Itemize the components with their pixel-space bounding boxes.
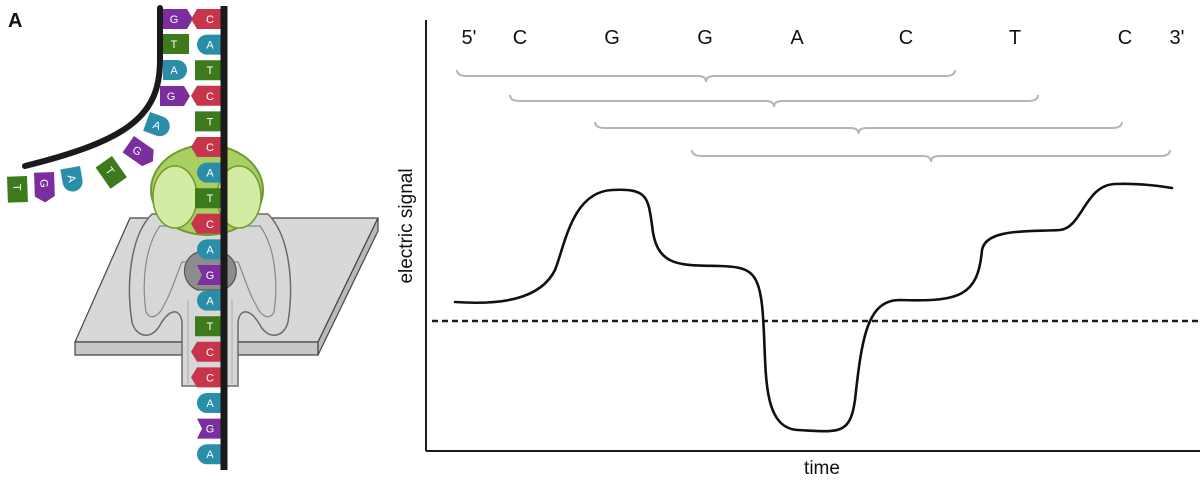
svg-text:A: A bbox=[151, 119, 163, 133]
sequence-labels: 5' C G G A C T C 3' bbox=[462, 27, 1185, 49]
base-t-right-5: T bbox=[195, 111, 221, 132]
base-c-right-6: C bbox=[191, 137, 221, 157]
base-a-right-2: A bbox=[197, 34, 221, 55]
sequence-label-3: G bbox=[604, 27, 620, 49]
electric-signal-trace bbox=[453, 182, 1174, 433]
x-axis-label: time bbox=[804, 458, 840, 479]
base-a-right-10: A bbox=[197, 239, 221, 260]
svg-text:C: C bbox=[206, 91, 214, 103]
svg-text:A: A bbox=[206, 244, 214, 256]
svg-text:A: A bbox=[206, 398, 214, 410]
base-c-right-14: C bbox=[191, 341, 221, 362]
svg-text:G: G bbox=[37, 179, 49, 188]
base-t-left-7: T bbox=[95, 156, 127, 189]
svg-text:T: T bbox=[207, 65, 214, 77]
svg-text:A: A bbox=[170, 65, 178, 77]
sequence-label-2: C bbox=[513, 27, 527, 49]
base-c-right-9: C bbox=[191, 213, 221, 234]
base-g-right-17: G bbox=[197, 418, 221, 439]
base-g-right-11: G bbox=[197, 265, 221, 285]
base-t-right-8: T bbox=[195, 188, 221, 209]
sequence-label-9: 3' bbox=[1170, 27, 1185, 49]
sequence-label-4: G bbox=[697, 27, 713, 49]
base-a-left-8: A bbox=[60, 166, 83, 192]
base-a-left-3: A bbox=[163, 60, 187, 80]
kmer-bracket-2 bbox=[509, 94, 1039, 108]
svg-text:T: T bbox=[207, 321, 214, 333]
svg-text:T: T bbox=[171, 39, 178, 51]
kmer-bracket-4 bbox=[691, 149, 1171, 163]
sequence-label-6: C bbox=[899, 27, 913, 49]
base-c-right-1: C bbox=[191, 9, 221, 29]
base-a-right-18: A bbox=[197, 444, 221, 465]
base-t-left-2: T bbox=[163, 34, 189, 54]
base-t-right-3: T bbox=[195, 60, 221, 81]
base-c-right-15: C bbox=[191, 367, 221, 388]
svg-text:T: T bbox=[10, 184, 22, 191]
base-a-left-5: A bbox=[143, 112, 170, 137]
base-a-right-7: A bbox=[197, 162, 221, 183]
base-g-left-9: G bbox=[34, 172, 55, 203]
base-g-left-6: G bbox=[122, 136, 154, 167]
kmer-bracket-1 bbox=[456, 69, 956, 83]
right-strand-bases: C A T C T C A T C A G A T C C A G A bbox=[191, 9, 221, 465]
svg-text:C: C bbox=[206, 347, 214, 359]
base-g-left-4: G bbox=[160, 86, 190, 106]
svg-text:A: A bbox=[206, 449, 214, 461]
dna-backbone-left bbox=[22, 5, 163, 169]
svg-text:A: A bbox=[206, 168, 214, 180]
base-a-right-16: A bbox=[197, 393, 221, 413]
svg-text:C: C bbox=[206, 372, 214, 384]
sequence-label-7: T bbox=[1009, 27, 1021, 49]
svg-text:A: A bbox=[206, 296, 214, 308]
svg-text:T: T bbox=[207, 116, 214, 128]
svg-text:G: G bbox=[206, 270, 215, 282]
sequence-label-8: C bbox=[1118, 27, 1132, 49]
svg-text:G: G bbox=[170, 14, 179, 26]
base-t-left-10: T bbox=[7, 176, 28, 203]
svg-text:G: G bbox=[206, 424, 215, 436]
svg-text:G: G bbox=[167, 91, 176, 103]
svg-text:C: C bbox=[206, 142, 214, 154]
y-axis-label: electric signal bbox=[396, 168, 417, 283]
kmer-bracket-3 bbox=[594, 121, 1123, 135]
svg-text:A: A bbox=[206, 40, 214, 52]
sequence-label-5: A bbox=[790, 27, 804, 49]
base-t-right-13: T bbox=[195, 316, 221, 337]
base-g-left-1: G bbox=[163, 9, 193, 29]
kmer-brackets bbox=[456, 69, 1171, 163]
base-c-right-4: C bbox=[191, 85, 221, 106]
svg-text:A: A bbox=[65, 174, 78, 184]
svg-text:T: T bbox=[207, 193, 214, 205]
svg-text:C: C bbox=[206, 219, 214, 231]
base-a-right-12: A bbox=[197, 290, 221, 311]
panel-label: A bbox=[8, 10, 22, 32]
sequence-label-1: 5' bbox=[462, 27, 477, 49]
svg-text:C: C bbox=[206, 14, 214, 26]
